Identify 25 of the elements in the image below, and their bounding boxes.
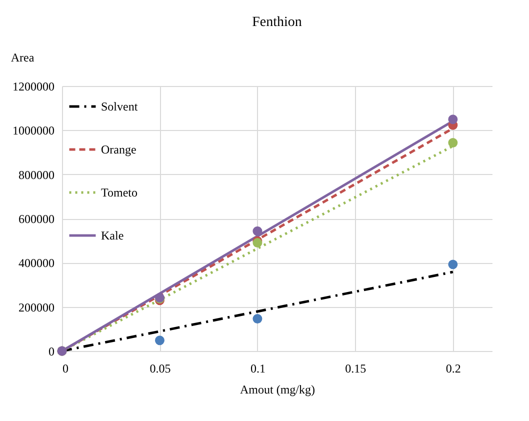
point [448,138,458,148]
x-tick-label: 0.05 [150,362,171,376]
chart-title: Fenthion [252,15,302,30]
y-axis-title: Area [10,50,35,64]
y-tick-label: 600000 [18,212,54,226]
y-tick-label: 800000 [18,168,54,182]
legend-label: Tometo [101,186,138,200]
point [252,226,262,236]
legend-label: Solvent [101,100,138,114]
point [154,336,164,346]
x-tick-label: 0.2 [446,362,461,376]
point [448,114,458,124]
point [448,260,458,270]
legend-label: Kale [101,228,124,242]
y-tick-label: 0 [48,344,54,358]
y-tick-label: 1000000 [12,124,54,138]
point [252,314,262,324]
y-tick-label: 400000 [18,256,54,270]
x-tick-label: 0.15 [345,362,366,376]
legend-label: Orange [101,142,136,156]
x-tick-label: 0.1 [250,362,266,376]
y-tick-label: 1200000 [12,80,54,94]
x-tick-label: 0 [62,362,68,376]
x-axis-title: Amout (mg/kg) [240,382,315,396]
y-tick-label: 200000 [18,300,54,314]
